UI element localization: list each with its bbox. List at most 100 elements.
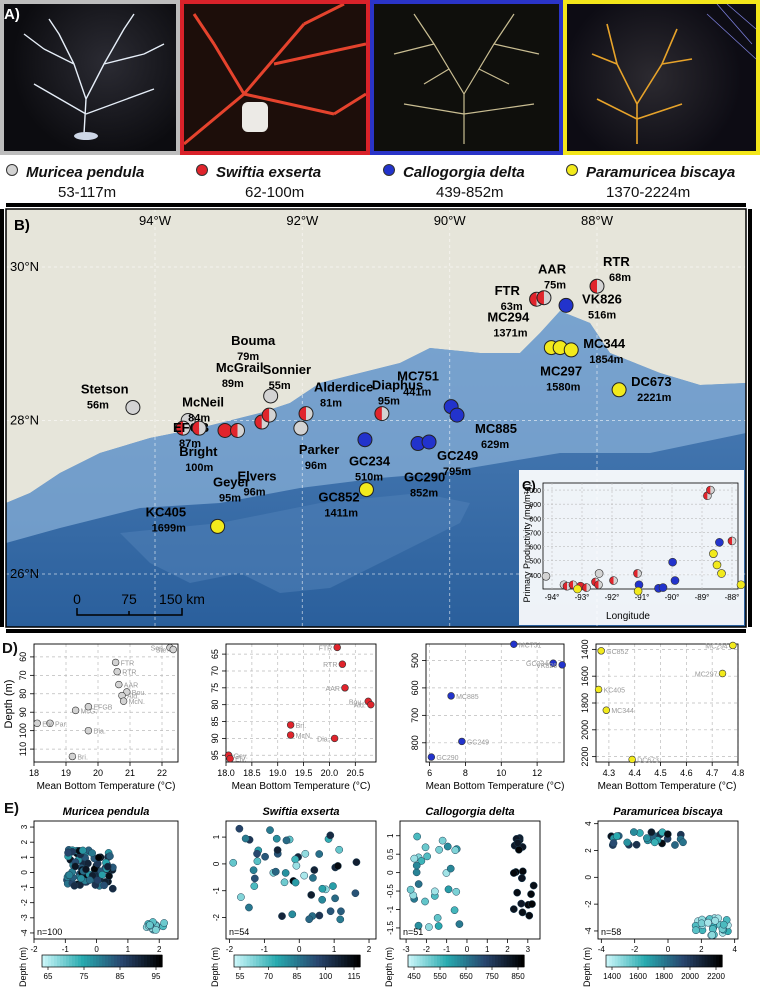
e-ytick-label: -1 [212,887,221,895]
e-point [613,832,621,840]
inset-c-ytick: 700 [529,530,541,537]
e-colorbar-cell [252,955,257,967]
e-colorbar-cell [347,955,352,967]
e-point [697,919,706,928]
d-point-label: Elv. [235,757,246,764]
e-point [253,849,261,858]
site-marker-outline [374,406,390,422]
e-colorbar-label: 550 [433,972,447,981]
e-colorbar-cell [246,955,251,967]
inset-c-point [594,580,603,590]
e-colorbar-cell [497,955,502,967]
e-plot-title: Muricea pendula [63,806,150,818]
d-point-label: MC297 [695,672,718,679]
e-colorbar-cell [495,955,499,967]
panel-e-plot-2: Swiftia exserta -2 -1 0 1 2 -2 -1 0 1 n=54 55 70 85 10… [210,806,377,987]
site-name: GC234 [349,454,391,469]
site-name: Geyer [213,474,250,489]
d-point-label: MC885 [456,694,479,701]
site-depth: 2221m [637,392,671,404]
e-xtick-label: 0 [666,945,671,954]
inset-c-point-right [710,486,715,495]
site-name: McGrail [216,360,264,375]
e-colorbar-cell [410,955,415,967]
inset-c-point [717,569,726,578]
e-point [435,845,443,854]
map-site-rtr: RTR 68m [589,254,631,294]
e-frame [225,820,377,940]
site-depth: 1580m [546,382,580,394]
e-point [414,921,423,930]
e-colorbar-cell [701,955,706,967]
e-colorbar-cell [693,955,697,967]
e-point [351,889,360,898]
site-depth: 89m [222,378,244,390]
site-marker-left-half [536,290,544,305]
e-point [413,832,422,841]
e-colorbar-cell [105,955,109,967]
e-colorbar-cell [439,955,444,967]
e-colorbar-label: 2000 [681,972,699,981]
site-marker [210,518,226,534]
d-xtick-label: 18.0 [217,768,235,778]
site-depth: 56m [87,399,109,411]
e-colorbar-cell [629,955,633,967]
d-frame [425,643,565,763]
site-marker-left-half [590,279,597,294]
scale-label-75: 75 [121,591,137,607]
site-depth: 1371m [493,328,527,340]
e-colorbar-label: 2200 [707,972,725,981]
d-xtick-label: 18.5 [243,768,261,778]
e-colorbar-cell [341,955,345,967]
d-point [71,706,80,715]
e-colorbar-cell [234,955,238,967]
e-point [671,841,679,849]
site-depth: 1699m [152,522,186,534]
e-plot-title: Paramuricea biscaya [613,806,722,818]
site-name: MC294 [487,310,530,325]
white-coral-sketch [23,13,165,140]
map-border-ticks [0,203,752,633]
inset-c-point-left [582,583,587,592]
map-site-bouma: Bouma 79m [231,333,277,423]
e-colorbar-cell [117,955,121,967]
site-depth: 95m [219,492,241,504]
species-depth-swiftia: 62-100m [245,184,305,201]
e-colorbar-cell [287,955,292,967]
e-colorbar-cell [460,955,464,967]
e-colorbar-cell [687,955,691,967]
d-xtick-label: 10 [496,768,506,778]
e-xtick-label: -2 [423,945,431,954]
d-point-label: Elv. [42,721,53,728]
e-point [438,836,447,845]
e-plot-title: Swiftia exserta [262,806,339,818]
site-marker-outline [589,278,605,294]
d-point [338,660,347,668]
d-point [68,752,77,761]
e-xtick-label: -1 [443,945,451,954]
e-colorbar-label: 75 [80,972,89,981]
e-n-label: n=54 [229,927,249,937]
inset-c-point [541,571,551,581]
e-colorbar-label: 650 [459,972,473,981]
site-name: KC405 [146,504,186,519]
site-marker-left-half [175,421,183,436]
map-site-kc405: KC405 1699m [146,504,226,534]
scale-label-0: 0 [73,591,81,607]
e-colorbar-cell [249,955,254,967]
d-ytick-label: 90 [210,733,220,743]
site-depth: 100m [185,462,213,474]
panel-e-plot-1: Muricea pendula -2 -1 0 1 2 -4 -3 -2 -1 0 1 2 3 n=100 6… [18,806,179,987]
species-name: Swiftia exserta [216,164,322,181]
e-colorbar-cell [521,955,525,967]
e-colorbar-cell [262,955,267,967]
e-colorbar-cell [156,955,160,967]
e-colorbar-cell [448,955,453,967]
e-plot-title: Callogorgia delta [425,806,514,818]
e-xtick-label: 2 [505,945,510,954]
d-point [111,658,120,667]
d-point [447,692,455,700]
e-colorbar-label: 1600 [629,972,647,981]
panel-d-plots: 18 19 20 21 22 60 70 80 90 100 110 Son.Ste. FTR RTR AA… [3,639,744,792]
